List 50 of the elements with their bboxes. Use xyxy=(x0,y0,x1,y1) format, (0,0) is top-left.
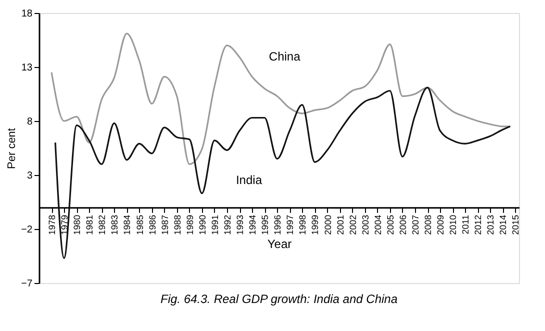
x-tick-label: 1997 xyxy=(285,214,296,235)
x-tick-label: 2015 xyxy=(510,214,521,235)
x-tick-label: 2002 xyxy=(348,214,358,235)
x-tick-label: 2001 xyxy=(335,214,346,235)
x-tick-label: 2014 xyxy=(498,214,508,235)
y-tick-label: −2 xyxy=(21,224,33,236)
x-tick-label: 1982 xyxy=(97,214,108,235)
x-tick-label: 2010 xyxy=(448,214,458,235)
x-tick-label: 1984 xyxy=(122,214,132,235)
x-tick-label: 1999 xyxy=(310,214,320,235)
x-tick-label: 1981 xyxy=(84,214,95,235)
x-tick-label: 1996 xyxy=(272,214,283,235)
x-tick-label: 1992 xyxy=(222,214,232,235)
x-tick-label: 2000 xyxy=(322,214,333,235)
series-label: China xyxy=(268,50,301,64)
x-tick-label: 1993 xyxy=(235,214,246,235)
x-tick-label: 1991 xyxy=(210,214,220,235)
x-tick-label: 2004 xyxy=(372,214,383,235)
x-tick-label: 1995 xyxy=(260,214,270,235)
x-tick-label: 1987 xyxy=(160,214,170,235)
x-tick-label: 2008 xyxy=(423,214,434,235)
x-tick-label: 1985 xyxy=(134,214,145,235)
line-series xyxy=(50,32,512,165)
x-tick-label: 2013 xyxy=(486,214,496,235)
x-tick-label: 1978 xyxy=(47,214,58,235)
x-tick-label: 2012 xyxy=(473,214,484,235)
x-tick-label: 2007 xyxy=(410,214,420,235)
x-tick-label: 2009 xyxy=(436,214,446,235)
x-tick-label: 2003 xyxy=(360,214,370,235)
series-label: India xyxy=(236,173,262,188)
text: Fig. 64.3. Real GDP growth: India and China xyxy=(160,292,398,306)
x-tick-label: 1983 xyxy=(110,214,120,235)
x-tick-label: 1989 xyxy=(184,214,195,235)
x-tick-label: 2005 xyxy=(385,214,396,235)
x-tick-label: 1998 xyxy=(298,214,308,235)
x-tick-label: 2011 xyxy=(460,214,471,234)
x-tick-label: 1986 xyxy=(147,214,158,235)
y-tick-label: 3 xyxy=(26,170,33,182)
x-tick-label: 1988 xyxy=(172,214,182,235)
y-tick-label: 8 xyxy=(26,116,33,128)
x-tick-label: 1994 xyxy=(248,214,258,235)
x-tick-label: 2006 xyxy=(398,214,408,235)
x-tick-label: 1980 xyxy=(72,214,82,235)
x-axis-title: Year xyxy=(267,236,292,251)
y-tick-label: 18 xyxy=(21,8,33,20)
x-tick-label: 1990 xyxy=(197,214,208,235)
y-tick-label: 13 xyxy=(21,62,33,74)
y-tick-label: −7 xyxy=(21,278,33,290)
line-series xyxy=(54,86,512,259)
y-axis-title: Per cent xyxy=(6,128,18,169)
